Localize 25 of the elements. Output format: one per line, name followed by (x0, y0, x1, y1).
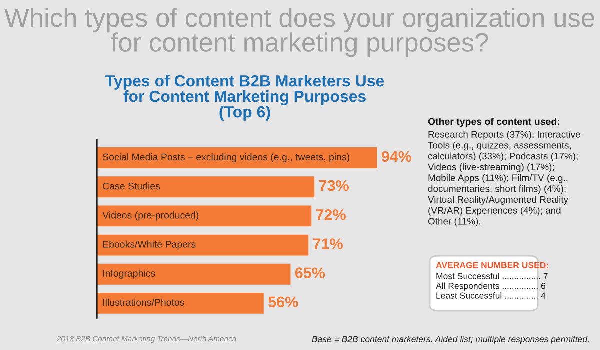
text: Research Reports (37%); Interactive Tools (e.g., quizzes, assessments, calculators) (33%); Podcasts (17%); Videos (live-streaming) (17%); Mobile Apps (11%); Film/TV (e.g., documentaries, short films) (4%); Virtual Reality/Augmented Reality (VR/AR) Experiences (4%); and Other (11%). (428, 131, 580, 227)
data-label: 71% (313, 238, 343, 250)
text: AVERAGE NUMBER USED: (436, 262, 548, 268)
data-label: 65% (295, 268, 326, 278)
data-label: 56% (268, 296, 298, 308)
chart-subtitle: Types of Content B2B Marketers Use for Content Marketing Purposes (Top 6) (106, 75, 384, 121)
y-tick-label: Case Studies (103, 182, 160, 190)
bar (97, 148, 378, 169)
bar (97, 264, 291, 285)
text: Most Successful ................ 7 All Respondents ............... 6 Least Successful .............. 4 (436, 273, 548, 299)
bar (97, 206, 312, 227)
y-tick-label: Videos (pre-produced) (102, 212, 199, 221)
data-label: 73% (319, 180, 349, 192)
y-tick-label: Social Media Posts – excluding videos (e.g., tweets, pins) (103, 154, 350, 163)
data-label: 72% (316, 209, 346, 220)
text: Other types of content used: (428, 118, 560, 128)
bar (97, 292, 264, 314)
chart-title: Which types of content does your organization use for content marketing purposes? (4, 8, 594, 58)
bar (97, 176, 315, 198)
data-label: 94% (382, 151, 412, 162)
y-tick-label: Ebooks/White Papers (103, 240, 196, 250)
y-tick-label: Infographics (104, 270, 156, 279)
bar (97, 234, 309, 256)
text: Base = B2B content marketers. Aided list; multiple responses permitted. (312, 336, 589, 344)
y-tick-label: Illustrations/Photos (104, 298, 184, 306)
